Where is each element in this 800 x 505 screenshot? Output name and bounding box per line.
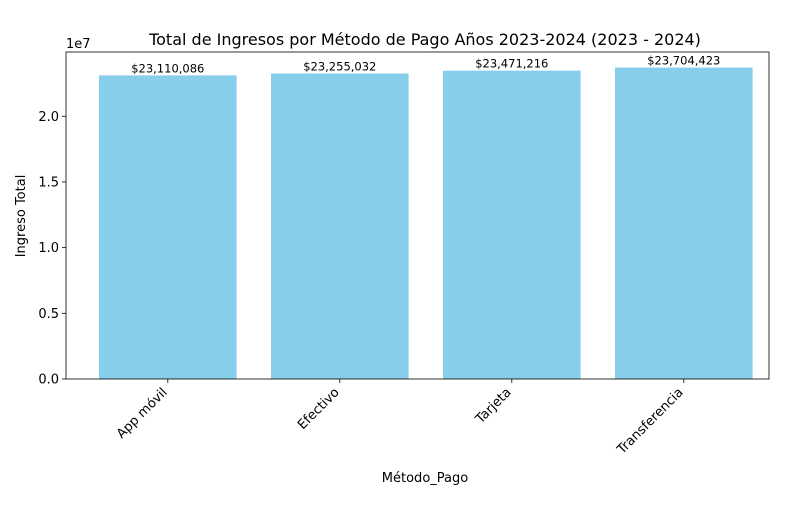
y-ticks-layer: 0.0 0.5 1.0 1.5 2.0 — [38, 110, 66, 388]
bar — [271, 73, 409, 380]
bar — [99, 75, 237, 379]
bars-layer — [99, 67, 753, 380]
bar-value-label: $23,110,086 — [131, 61, 204, 75]
y-tick-label: 0.0 — [38, 373, 59, 388]
bar-value-label: $23,471,216 — [475, 57, 548, 71]
x-tick-label: Efectivo — [295, 385, 343, 433]
y-tick-label: 1.0 — [38, 241, 59, 256]
bar — [443, 70, 581, 379]
value-labels-layer: $23,110,086 $23,255,032 $23,471,216 $23,704… — [131, 54, 720, 76]
plot-frame — [65, 51, 770, 380]
x-tick-label: App móvil — [114, 385, 171, 442]
bar — [615, 67, 753, 380]
chart-title: Total de Ingresos por Método de Pago Año… — [148, 30, 701, 49]
bar-value-label: $23,255,032 — [303, 59, 376, 73]
axes-layer — [65, 51, 770, 380]
y-tick-label: 0.5 — [38, 307, 59, 322]
y-axis-label: Ingreso Total — [14, 175, 29, 258]
x-tick-label: Transferencia — [614, 385, 687, 458]
y-tick-label: 2.0 — [38, 110, 59, 125]
x-tick-label: Tarjeta — [472, 385, 514, 427]
y-axis-offset-label: 1e7 — [66, 37, 91, 52]
x-axis-label: Método_Pago — [382, 471, 468, 486]
bar-value-label: $23,704,423 — [647, 54, 720, 68]
x-ticks-layer: App móvil Efectivo Tarjeta Transferencia — [114, 379, 687, 458]
y-tick-label: 1.5 — [38, 175, 59, 190]
